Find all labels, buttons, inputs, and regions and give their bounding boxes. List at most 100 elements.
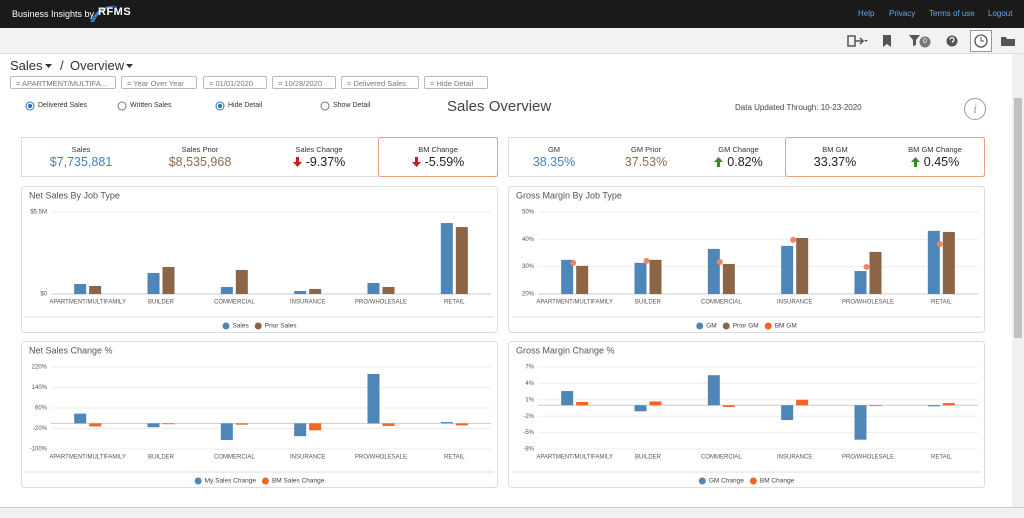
radio-label[interactable]: Written Sales [130,102,172,109]
y-tick-label: $0 [40,292,47,298]
kpi-label: GM Change [718,145,759,154]
filter-chip[interactable]: = Hide Detail [424,76,488,89]
bar [74,284,87,294]
kpi-label: Sales [71,145,91,154]
bar [796,237,809,294]
bar [74,413,87,424]
radio-button[interactable] [117,101,127,111]
breadcrumb-overview[interactable]: Overview [70,58,125,73]
caret [126,64,133,68]
y-tick-label: 7% [525,365,534,371]
bar [220,423,233,441]
help-link[interactable]: Help [858,9,875,18]
legend-label: Prior GM [733,323,759,330]
bar [162,267,175,294]
x-tick-label: BUILDER [148,300,175,306]
panel-border [21,341,498,488]
x-tick-label: RETAIL [931,455,952,461]
x-tick-label: PRO/WHOLESALE [355,300,407,306]
breadcrumb-sales[interactable]: Sales [10,58,43,73]
privacy-link[interactable]: Privacy [889,9,916,18]
kpi-value: 0.82% [692,155,785,169]
legend-swatch [194,477,202,485]
filter-chip[interactable]: = Delivered Sales [341,76,419,89]
radio-button[interactable] [320,101,330,111]
page-title: Sales Overview [447,98,552,115]
filter-chip[interactable]: = 01/01/2020 [203,76,267,89]
bar [854,271,867,294]
kpi-number: 0.82% [727,155,763,169]
bar [722,263,735,294]
top-bar: Business Insights by RFMS Help Privacy T… [0,0,1024,28]
history-button[interactable] [970,30,992,52]
legend-swatch [222,322,230,330]
bookmark-button[interactable] [882,34,892,48]
logout-link[interactable]: Logout [988,9,1013,18]
terms-link[interactable]: Terms of use [929,9,975,18]
x-tick-label: APARTMENT/MULTIFAMILY [49,455,126,461]
marker [863,263,870,270]
legend-swatch [698,477,706,485]
legend-swatch [254,322,262,330]
bar [869,405,882,407]
bar [649,401,662,406]
bar [561,391,574,406]
folder-button[interactable] [1000,35,1016,47]
filter-button[interactable] [908,33,932,49]
bottom-bar [0,507,1024,518]
y-tick-label: 20% [522,292,535,298]
radio-label[interactable]: Show Detail [333,102,371,109]
svg-text:i: i [973,101,977,116]
scroll-thumb[interactable] [1014,98,1022,338]
chart-panel: Net Sales Change % -100% -20% 60% 140% 220% AP… [21,341,498,488]
bar [235,269,248,294]
x-tick-label: INSURANCE [777,455,812,461]
bar [854,405,867,440]
y-tick-label: -8% [523,447,534,453]
bar [235,423,248,425]
radio-label[interactable]: Delivered Sales [38,102,88,109]
panel-border [508,341,985,488]
y-tick-label: 40% [522,237,535,243]
breadcrumb-separator: / [60,58,64,73]
y-tick-label: 50% [522,210,535,216]
y-tick-label: 140% [32,385,48,391]
filter-chip[interactable]: = APARTMENT/MULTIFA... [10,76,116,89]
bar [455,227,468,294]
radio-button[interactable] [25,101,35,111]
legend-swatch [261,477,269,485]
bar [309,288,322,294]
down-arrow [292,157,302,167]
radio-label[interactable]: Hide Detail [228,102,263,109]
help-button[interactable] [946,35,958,47]
radio-button[interactable] [215,101,225,111]
bar [576,401,589,406]
x-tick-label: RETAIL [444,455,465,461]
x-tick-label: COMMERCIAL [701,300,742,306]
up-arrow [714,157,724,167]
bar [294,423,307,437]
bar [89,423,102,427]
x-tick-label: INSURANCE [290,455,325,461]
data-updated: Data Updated Through: 10-23-2020 [735,103,862,112]
kpi-value: $8,535,968 [140,155,260,169]
export-button[interactable] [846,34,868,48]
bar [707,375,720,406]
filter-chip[interactable]: = Year Over Year [121,76,197,89]
y-tick-label: $5.5M [30,210,47,216]
x-tick-label: APARTMENT/MULTIFAMILY [536,300,613,306]
panel-border [508,186,985,333]
info-button[interactable]: i [963,97,987,121]
filter-chip[interactable]: = 10/28/2020 [272,76,336,89]
kpi-label: Sales Prior [181,145,219,154]
x-tick-label: RETAIL [931,300,952,306]
bar [869,251,882,294]
kpi-number: 33.37% [813,155,857,169]
bar [722,405,735,407]
bar [162,423,175,425]
kpi-highlight [378,137,498,177]
legend-label: Sales [232,323,249,330]
scrollbar[interactable] [1012,54,1024,507]
kpi-value: $7,735,881 [21,155,141,169]
kpi-label: BM GM Change [908,145,962,154]
